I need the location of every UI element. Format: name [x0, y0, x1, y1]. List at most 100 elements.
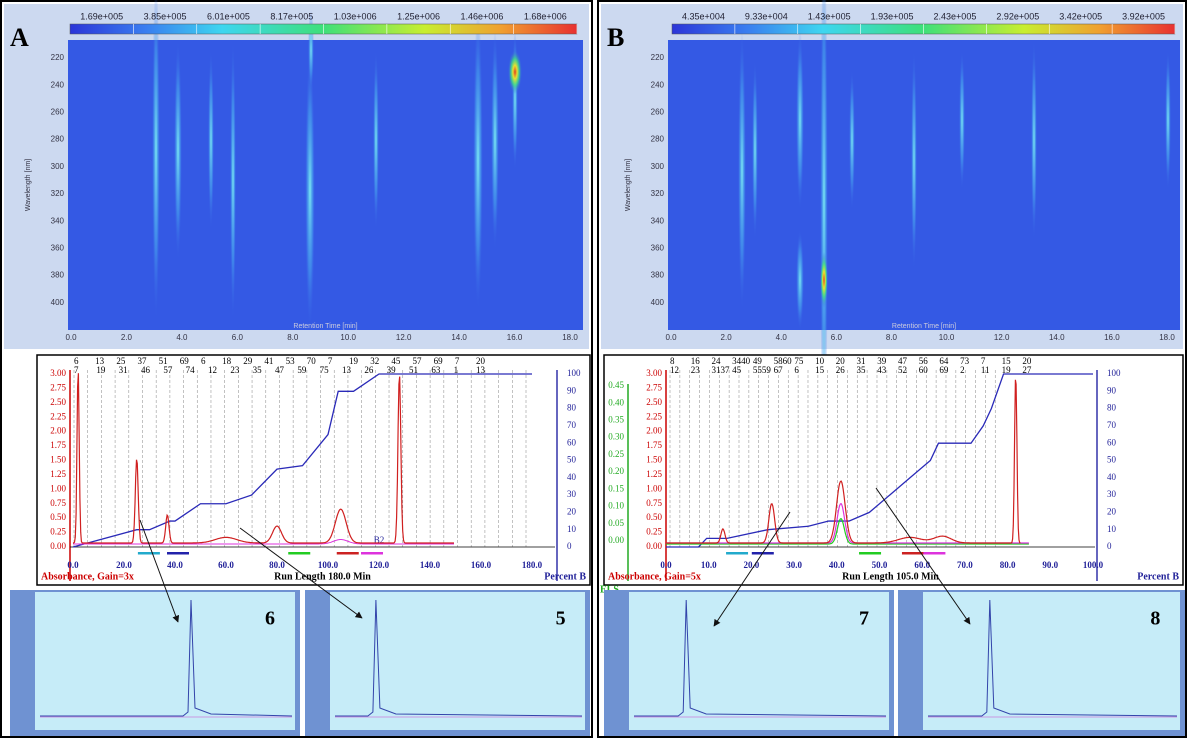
fraction-number: 57	[413, 356, 423, 366]
x-tick-label: 60.0	[218, 560, 234, 570]
center-label: Run Length 105.0 Min	[842, 571, 939, 582]
fraction-marker	[336, 552, 359, 555]
heatmap-streak	[849, 70, 855, 210]
magenta-trace	[73, 539, 454, 545]
y-tick-label: 340	[51, 216, 65, 225]
right-tick-label: 10	[1107, 524, 1117, 534]
left-tick-label: 1.75	[646, 440, 662, 450]
inset-trace	[928, 599, 1178, 717]
right-tick-label: 90	[1107, 385, 1117, 395]
center-label: Run Length 180.0 Min	[274, 571, 371, 582]
heatmap-streak	[820, 0, 828, 460]
colorbar-label: 1.69e+005	[80, 11, 123, 21]
fraction-marker	[859, 552, 882, 555]
heatmap-streak	[796, 230, 804, 330]
els-trace	[666, 518, 1029, 545]
right-tick-label: 30	[567, 489, 577, 499]
y-tick-label: 380	[51, 271, 65, 280]
fraction-number: 45	[391, 356, 401, 366]
x-tick-label: 18.0	[562, 333, 578, 342]
fraction-number: 43	[877, 365, 887, 375]
colorbar-label: 1.03e+006	[334, 11, 377, 21]
els-tick-label: 0.25	[608, 449, 624, 459]
fraction-number: 74	[186, 365, 196, 375]
right-tick-label: 0	[567, 541, 572, 551]
panel: 1.69e+005 3.85e+005 6.01e+005 8.17e+005 1.03…	[0, 0, 593, 738]
fraction-number: 23	[691, 365, 701, 375]
fraction-number: 31	[119, 365, 128, 375]
inset-trace	[634, 599, 887, 717]
right-tick-label: 50	[1107, 455, 1117, 465]
x-tick-label: 0.0	[67, 560, 79, 570]
x-tick-label: 60.0	[914, 560, 930, 570]
x-tick-label: 16.0	[1104, 333, 1120, 342]
x-tick-label: 160.0	[471, 560, 492, 570]
fraction-number: 20	[1022, 356, 1032, 366]
colorbar-label: 2.43e+005	[934, 11, 977, 21]
annotation: B2	[374, 535, 385, 545]
right-tick-label: 60	[567, 437, 577, 447]
fraction-number: 13	[342, 365, 352, 375]
inset-plot	[330, 592, 585, 730]
colorbar-label: 1.93e+005	[871, 11, 914, 21]
colorbar-label: 8.17e+005	[270, 11, 313, 21]
heatmap-streak	[473, 10, 483, 310]
x-tick-label: 20.0	[744, 560, 760, 570]
fraction-number: 5860	[774, 356, 793, 366]
fraction-number: 56	[919, 356, 929, 366]
x-tick-label: 0.0	[665, 333, 677, 342]
fraction-number: 16	[691, 356, 701, 366]
fraction-number: 8	[670, 356, 675, 366]
panel-label: B	[607, 23, 624, 52]
colorbar-label: 3.42e+005	[1059, 11, 1102, 21]
x-tick-label: 12.0	[994, 333, 1010, 342]
inset-plot	[35, 592, 295, 730]
left-tick-label: 2.25	[50, 411, 66, 421]
x-tick-label: 30.0	[786, 560, 802, 570]
fraction-number: 69	[434, 356, 444, 366]
heatmap-streak	[959, 50, 965, 190]
colorbar-label: 2.92e+005	[996, 11, 1039, 21]
x-tick-label: 0.0	[660, 560, 672, 570]
x-tick-label: 100.0	[1083, 560, 1104, 570]
y-tick-label: 380	[651, 271, 665, 280]
heatmap-streak	[1031, 40, 1037, 240]
fraction-number: 7	[455, 356, 460, 366]
fraction-number: 46	[141, 365, 151, 375]
fraction-number: 47	[898, 356, 908, 366]
right-label: Percent B	[1137, 571, 1179, 582]
heatmap-streak	[373, 50, 379, 230]
left-tick-label: 0.75	[50, 498, 66, 508]
absorbance-trace	[666, 379, 1021, 544]
x-axis-label: Retention Time [min]	[293, 323, 357, 330]
fraction-number: 67	[774, 365, 784, 375]
fraction-number: 3440	[732, 356, 751, 366]
colorbar-label: 4.35e+004	[682, 11, 725, 21]
y-tick-label: 280	[51, 135, 65, 144]
y-tick-label: 340	[651, 216, 665, 225]
inset-plot	[923, 592, 1180, 730]
fraction-number: 7	[74, 365, 79, 375]
left-tick-label: 2.25	[646, 411, 662, 421]
fraction-number: 75	[320, 365, 330, 375]
x-tick-label: 14.0	[451, 333, 467, 342]
left-tick-label: 2.50	[646, 397, 662, 407]
fraction-number: 37	[137, 356, 147, 366]
els-tick-label: 0.20	[608, 466, 624, 476]
left-tick-label: 2.75	[50, 382, 66, 392]
left-tick-label: 0.50	[646, 512, 662, 522]
colorbar-label: 1.25e+006	[397, 11, 440, 21]
fraction-number: 39	[387, 365, 397, 375]
x-axis-label: Retention Time [min]	[892, 323, 956, 330]
fraction-number: 57	[163, 365, 173, 375]
fraction-number: 6	[201, 356, 206, 366]
right-tick-label: 10	[567, 524, 577, 534]
panel: 4.35e+004 9.33e+004 1.43e+005 1.93e+005 2.43…	[597, 0, 1187, 738]
x-tick-label: 80.0	[269, 560, 285, 570]
right-tick-label: 100	[1107, 368, 1121, 378]
x-tick-label: 120.0	[369, 560, 390, 570]
left-tick-label: 0.50	[50, 512, 66, 522]
fraction-marker	[361, 552, 383, 555]
y-tick-label: 300	[651, 162, 665, 171]
